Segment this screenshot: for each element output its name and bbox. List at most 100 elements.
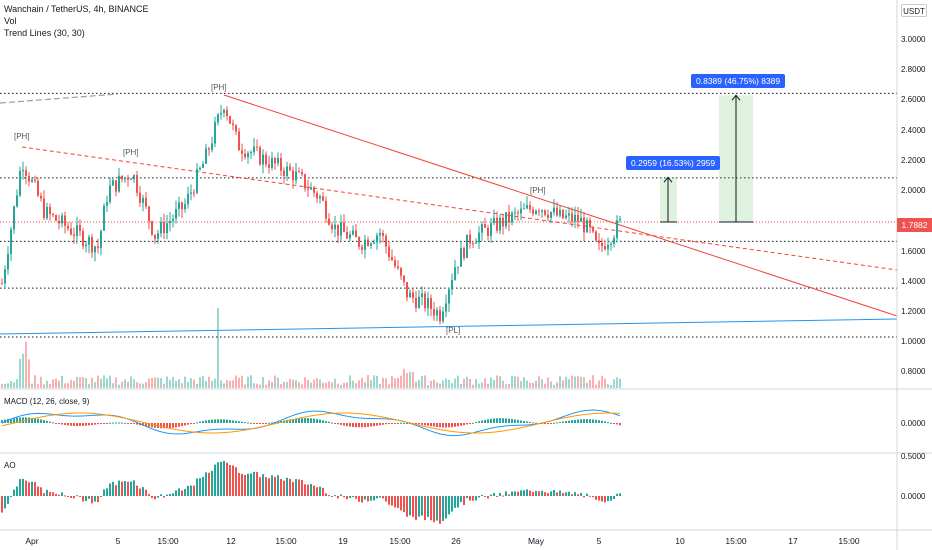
- volume-bar: [373, 375, 375, 388]
- indicator-vol-label[interactable]: Vol: [4, 16, 17, 26]
- volume-bar: [415, 381, 417, 388]
- macd-label[interactable]: MACD (12, 26, close, 9): [4, 397, 90, 406]
- ao-bar: [604, 496, 606, 503]
- candle-body: [472, 243, 474, 245]
- volume-bar: [589, 379, 591, 388]
- macd-hist-bar: [322, 420, 324, 423]
- macd-hist-bar: [163, 423, 165, 429]
- candle-body: [520, 208, 522, 214]
- macd-hist-bar: [199, 421, 201, 423]
- ao-bar: [367, 496, 369, 502]
- macd-hist-bar: [109, 422, 111, 424]
- candle-body: [82, 231, 84, 247]
- candle-body: [613, 237, 615, 244]
- macd-hist-bar: [94, 423, 96, 425]
- volume-bar: [580, 376, 582, 388]
- ao-bar: [259, 477, 261, 496]
- candle-body: [355, 230, 357, 238]
- ao-bar: [175, 490, 177, 496]
- candle-body: [313, 187, 315, 193]
- ao-bar: [415, 496, 417, 520]
- ao-bar: [289, 478, 291, 496]
- candle-body: [169, 220, 171, 224]
- macd-hist-bar: [91, 423, 93, 426]
- symbol-title[interactable]: Wanchain / TetherUS, 4h, BINANCE: [4, 4, 149, 14]
- candle-body: [448, 289, 450, 304]
- support-trendline: [0, 318, 898, 335]
- candle-body: [124, 177, 126, 180]
- candle-body: [373, 242, 375, 244]
- ao-bar: [589, 495, 591, 497]
- macd-hist-bar: [331, 422, 333, 424]
- volume-bar: [559, 376, 561, 388]
- ao-bar: [490, 494, 492, 496]
- ao-bar: [76, 495, 78, 497]
- candle-body: [619, 219, 621, 221]
- volume-bar: [532, 382, 534, 388]
- candle-body: [364, 239, 366, 250]
- signal-line: [1, 412, 621, 434]
- ao-bar: [559, 490, 561, 496]
- ao-bar: [613, 496, 615, 500]
- macd-hist-bar: [490, 418, 492, 423]
- candle-body: [31, 179, 33, 182]
- candle-body: [469, 234, 471, 244]
- candle-body: [274, 158, 276, 164]
- ao-bar: [472, 496, 474, 501]
- macd-hist-bar: [184, 423, 186, 426]
- ao-bar: [202, 476, 204, 496]
- volume-bar: [229, 380, 231, 388]
- macd-hist-bar: [421, 423, 423, 425]
- ao-bar: [373, 496, 375, 501]
- ao-bar: [46, 489, 48, 496]
- volume-bar: [196, 384, 198, 388]
- volume-bar: [88, 384, 90, 388]
- time-tick: 15:00: [275, 536, 297, 546]
- volume-bar: [277, 377, 279, 388]
- macd-hist-bar: [31, 417, 33, 423]
- ao-bar: [163, 496, 165, 498]
- candle-body: [415, 297, 417, 309]
- time-tick: 15:00: [725, 536, 747, 546]
- ao-bar: [571, 494, 573, 496]
- candle-body: [13, 206, 15, 230]
- macd-hist-bar: [316, 419, 318, 423]
- macd-hist-bar: [100, 423, 102, 424]
- volume-bar: [382, 377, 384, 388]
- candle-body: [352, 230, 354, 235]
- candle-body: [37, 180, 39, 196]
- volume-bar: [361, 377, 363, 388]
- indicator-trend-label[interactable]: Trend Lines (30, 30): [4, 28, 85, 38]
- ao-bar: [409, 496, 411, 516]
- candle-body: [361, 246, 363, 250]
- measure-label-2[interactable]: 0.8389 (46.75%) 8389: [691, 74, 786, 88]
- macd-hist-bar: [253, 423, 255, 424]
- macd-hist-bar: [379, 423, 381, 426]
- arrow-head-icon: [731, 94, 741, 101]
- currency-button[interactable]: USDT: [901, 4, 927, 17]
- volume-bar: [547, 377, 549, 388]
- volume-bar: [481, 382, 483, 388]
- macd-hist-bar: [265, 423, 267, 424]
- candle-body: [160, 221, 162, 234]
- volume-bar: [322, 382, 324, 388]
- ao-bar: [580, 492, 582, 496]
- volume-bar: [226, 380, 228, 388]
- ao-label[interactable]: AO: [4, 461, 16, 470]
- candle-body: [478, 232, 480, 243]
- measure-label-1[interactable]: 0.2959 (16.53%) 2959: [626, 156, 721, 170]
- ao-bar: [574, 492, 576, 496]
- time-tick: 19: [338, 536, 348, 546]
- candle-body: [133, 175, 135, 180]
- macd-hist-bar: [208, 419, 210, 423]
- macd-hist-bar: [37, 418, 39, 423]
- macd-hist-bar: [7, 418, 9, 423]
- candle-body: [226, 109, 228, 116]
- candle-body: [106, 201, 108, 206]
- candle-body: [232, 123, 234, 126]
- macd-hist-bar: [403, 422, 405, 424]
- time-tick: 15:00: [838, 536, 860, 546]
- ao-bar: [31, 481, 33, 496]
- candle-body: [43, 198, 45, 218]
